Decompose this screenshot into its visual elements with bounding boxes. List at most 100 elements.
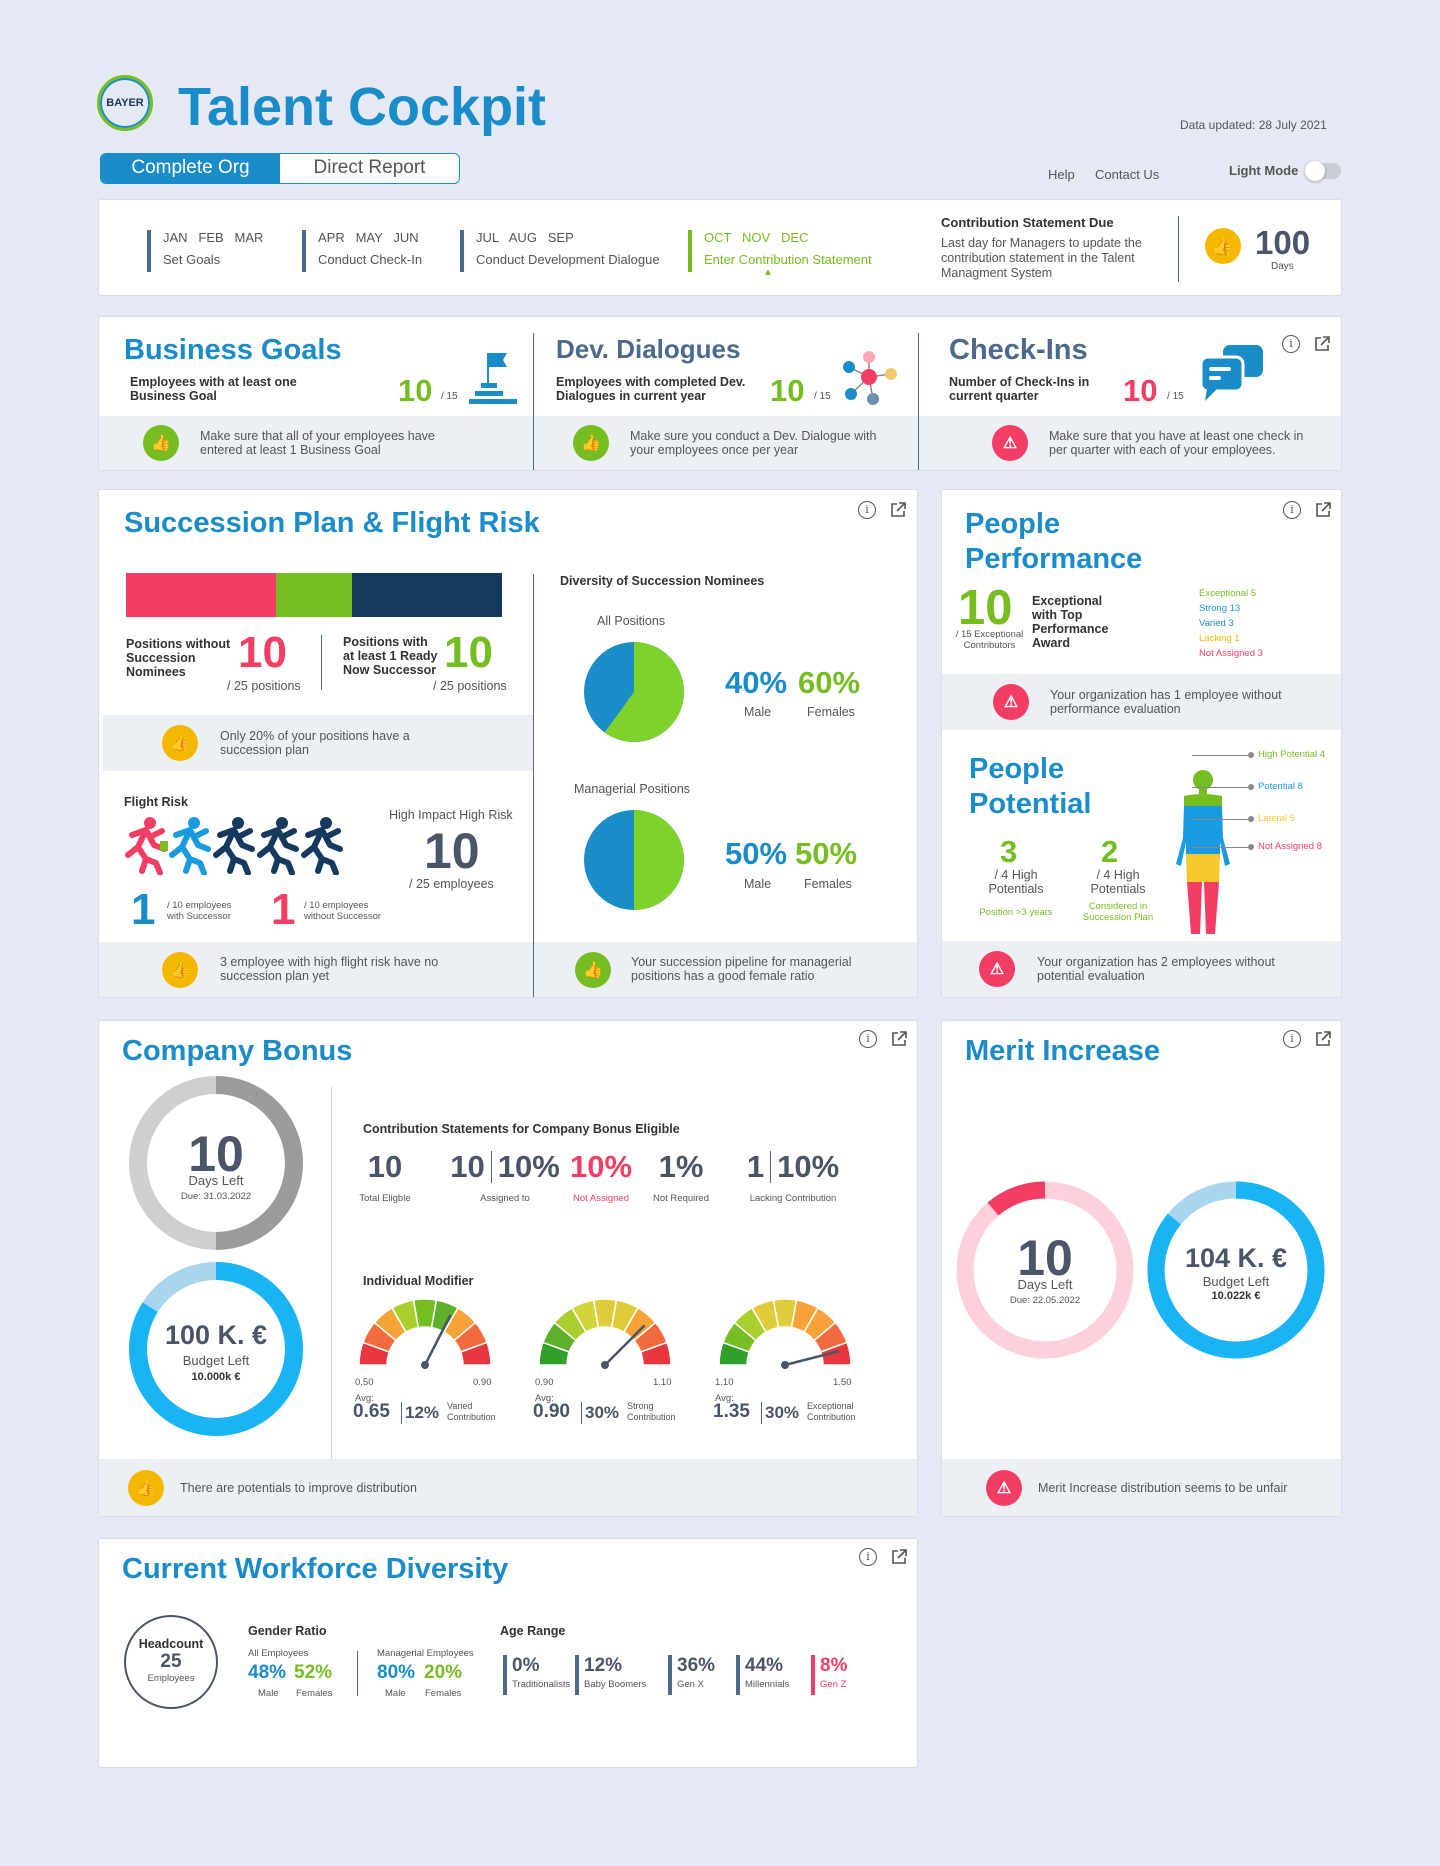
ready-of: / 25 positions xyxy=(433,679,507,693)
bonus-note: There are potentials to improve distribu… xyxy=(180,1481,417,1495)
age-item: 44% Millennials xyxy=(736,1655,789,1695)
bar-segment xyxy=(276,573,352,617)
age-label: Traditionalists xyxy=(512,1679,571,1690)
runners-graphic xyxy=(125,817,343,875)
info-icon[interactable]: i xyxy=(858,501,876,519)
bonus-note-band xyxy=(99,1459,917,1516)
external-link-icon[interactable] xyxy=(890,1030,908,1048)
tab-complete-org[interactable]: Complete Org xyxy=(101,154,280,183)
performance-title: People Performance xyxy=(965,508,1143,575)
divider xyxy=(533,574,534,997)
divider xyxy=(401,1402,402,1424)
age-value: 0% xyxy=(512,1655,540,1676)
merit-budget-sub: 10.022k € xyxy=(1211,1290,1261,1302)
divider xyxy=(331,1087,332,1461)
gauge-dial xyxy=(358,1298,492,1369)
legend-item: High Potential 4 xyxy=(1258,749,1326,760)
days-label: Days xyxy=(1271,261,1294,272)
help-link[interactable]: Help xyxy=(1048,167,1075,182)
gauge-pct: 30% xyxy=(765,1403,800,1422)
goals-of: / 15 xyxy=(441,391,458,402)
headcount-sub: Employees xyxy=(147,1673,195,1684)
timeline-phase: JAN FEB MAR Set Goals xyxy=(147,230,263,272)
divider xyxy=(533,416,534,470)
merit-title: Merit Increase xyxy=(965,1035,1161,1067)
info-icon[interactable]: i xyxy=(1283,501,1301,519)
chat-icon xyxy=(1199,345,1263,401)
external-link-icon[interactable] xyxy=(1314,1030,1332,1048)
gauge-min: 0.50 xyxy=(355,1377,374,1388)
age-label: Baby Boomers xyxy=(584,1679,647,1690)
headcount-value: 25 xyxy=(160,1651,182,1672)
light-mode-toggle[interactable] xyxy=(1305,161,1341,181)
all-male-pct: 40% xyxy=(725,665,788,700)
dialogues-note: Make sure you conduct a Dev. Dialogue wi… xyxy=(630,429,877,457)
timeline-panel: JAN FEB MAR Set Goals APR MAY JUN Conduc… xyxy=(98,199,1342,296)
gauge-max: 1.50 xyxy=(833,1377,852,1388)
human-figure-icon xyxy=(1176,770,1230,934)
divider xyxy=(770,1151,772,1183)
performance-legend: Exceptional 5 Strong 13 Varied 3 Lacking 1 N… xyxy=(1199,586,1263,661)
legend-item: Strong 13 xyxy=(1199,603,1241,614)
gauge-pct: 12% xyxy=(405,1403,440,1422)
merit-note: Merit Increase distribution seems to be … xyxy=(1038,1481,1288,1495)
gauge-dial xyxy=(718,1298,852,1369)
divider xyxy=(1178,216,1179,282)
stat-item: 10 10% Assigned to xyxy=(445,1149,565,1204)
gauge-min: 0.90 xyxy=(535,1377,554,1388)
potential-s2: Considered in Succession Plan xyxy=(1082,901,1154,923)
stat-value: 1 xyxy=(746,1149,765,1184)
age-label: Gen X xyxy=(677,1679,704,1690)
runner-icon xyxy=(169,817,211,875)
goals-title: Business Goals xyxy=(124,334,342,366)
succession-panel: Succession Plan & Flight Risk i Position… xyxy=(98,489,918,998)
cs-title: Contribution Statements for Company Bonu… xyxy=(363,1122,680,1136)
diversity-note: Your succession pipeline for managerial … xyxy=(631,955,852,983)
succession-note: Only 20% of your positions have a succes… xyxy=(220,729,410,757)
external-link-icon[interactable] xyxy=(889,501,907,519)
with-succ-value: 1 xyxy=(131,885,156,934)
gauge-segment xyxy=(819,1341,852,1366)
ready-label: Positions with at least 1 Ready Now Succ… xyxy=(343,635,438,677)
succession-title: Succession Plan & Flight Risk xyxy=(124,507,540,539)
gauge-pct: 30% xyxy=(585,1403,620,1422)
male-label: Male xyxy=(744,877,772,891)
potential-l1: / 4 High Potentials xyxy=(988,868,1044,896)
thumbs-up-icon: 👍 xyxy=(575,952,611,988)
avg-label: Avg: xyxy=(355,1393,374,1404)
without-of: / 25 positions xyxy=(227,679,301,693)
gauge-min: 1.10 xyxy=(715,1377,734,1388)
info-icon[interactable]: i xyxy=(1282,335,1300,353)
without-succ-value: 1 xyxy=(271,885,296,934)
bar-segment xyxy=(351,573,503,617)
external-link-icon[interactable] xyxy=(1314,501,1332,519)
contact-link[interactable]: Contact Us xyxy=(1095,167,1160,182)
stat-value-pct: 10% xyxy=(777,1149,840,1184)
toggle-knob xyxy=(1305,161,1325,181)
info-icon[interactable]: i xyxy=(1283,1030,1301,1048)
mgr-female: 20% xyxy=(424,1662,463,1683)
legend-line xyxy=(1192,847,1250,848)
goals-desc: Employees with at least one Business Goa… xyxy=(130,375,297,403)
gender-title: Gender Ratio xyxy=(248,1624,327,1638)
male-label: Male xyxy=(744,705,772,719)
info-icon[interactable]: i xyxy=(859,1030,877,1048)
legend-dot xyxy=(1248,784,1254,790)
bonus-days-label: Days Left xyxy=(188,1173,244,1188)
tab-direct-report[interactable]: Direct Report xyxy=(313,157,426,178)
legend-dot xyxy=(1248,816,1254,822)
legend-dot xyxy=(1248,844,1254,850)
external-link-icon[interactable] xyxy=(1313,335,1331,353)
mgr-positions-pie xyxy=(584,810,684,910)
runner-icon xyxy=(125,817,168,875)
divider xyxy=(533,333,534,469)
modifier-title: Individual Modifier xyxy=(363,1274,474,1288)
due-text: Last day for Managers to update the cont… xyxy=(941,236,1142,280)
diversity-title: Current Workforce Diversity xyxy=(122,1553,509,1585)
age-value: 8% xyxy=(820,1655,848,1676)
external-link-icon[interactable] xyxy=(890,1548,908,1566)
info-icon[interactable]: i xyxy=(859,1548,877,1566)
mgr-female-pct: 50% xyxy=(795,836,858,871)
flight-note: 3 employee with high flight risk have no… xyxy=(220,955,439,983)
hihr-value: 10 xyxy=(424,823,480,879)
